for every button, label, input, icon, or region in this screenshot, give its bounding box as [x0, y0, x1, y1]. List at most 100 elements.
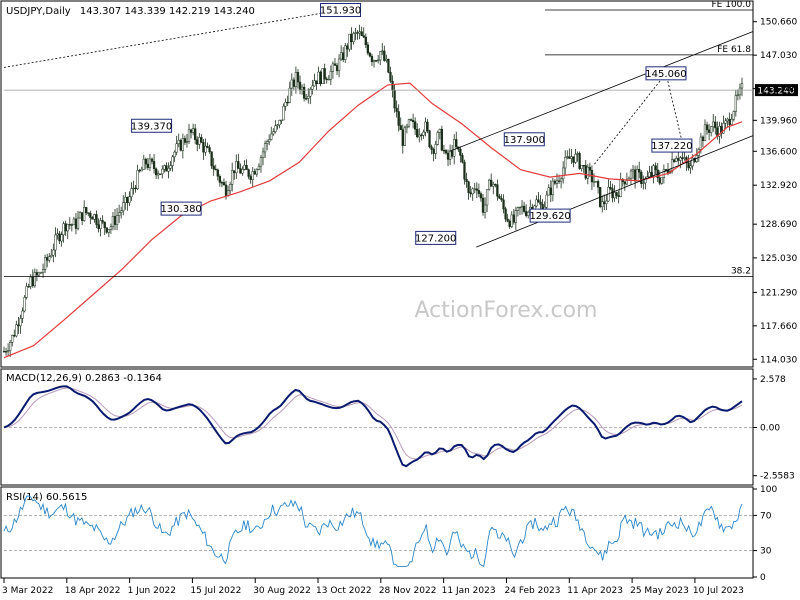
- candle-body: [247, 169, 250, 177]
- candle-body: [134, 187, 137, 190]
- candle-body: [25, 286, 28, 298]
- candle-body: [171, 156, 174, 166]
- candle-body: [636, 168, 639, 182]
- candle-body: [601, 201, 604, 207]
- candle-body: [677, 158, 680, 161]
- candle-body: [385, 58, 388, 61]
- candle-body: [629, 170, 633, 179]
- moving-average-line: [3, 82, 743, 359]
- candle-body: [33, 272, 36, 287]
- candle-body: [76, 217, 80, 229]
- candle-body: [120, 210, 123, 213]
- macd-line: [3, 385, 743, 468]
- macd-panel-frame: [0, 368, 754, 486]
- candle-body: [652, 165, 655, 176]
- candle-body: [535, 199, 538, 207]
- candle-body: [315, 80, 318, 85]
- candle-body: [302, 86, 306, 99]
- candle-body: [738, 87, 742, 96]
- candle-body: [325, 78, 328, 81]
- candle-body: [574, 153, 577, 163]
- candle-body: [83, 207, 86, 221]
- price-annotation-box: [651, 138, 693, 153]
- candle-body: [592, 181, 596, 183]
- candle-body: [111, 216, 115, 227]
- candle-body: [422, 131, 425, 136]
- candle-body: [426, 121, 429, 131]
- candle-body: [239, 168, 242, 174]
- candle-body: [492, 184, 495, 187]
- candle-body: [177, 140, 180, 145]
- candle-body: [609, 186, 612, 189]
- x-tick-label: 28 Nov 2022: [379, 586, 437, 596]
- price-annotation-box: [131, 118, 173, 133]
- candle-body: [208, 147, 211, 152]
- candle-body: [444, 150, 448, 154]
- candle-body: [496, 184, 499, 197]
- candle-body: [481, 197, 485, 213]
- candle-body: [58, 233, 61, 242]
- macd-label: MACD(12,26,9) 0.2863 -0.1364: [6, 373, 162, 384]
- candle-body: [551, 180, 555, 196]
- candle-body: [617, 195, 620, 197]
- candle-body: [714, 121, 717, 129]
- candle-body: [379, 51, 382, 61]
- candle-body: [537, 199, 540, 203]
- candle-body: [216, 169, 219, 177]
- candle-body: [307, 95, 310, 99]
- price-annotation-box: [320, 3, 362, 18]
- candle-body: [278, 119, 281, 126]
- candle-body: [296, 72, 300, 83]
- candle-body: [718, 125, 721, 137]
- projection-line: [665, 73, 684, 146]
- price-annotation-label: 145.060: [645, 69, 686, 80]
- candle-body: [255, 169, 259, 175]
- candle-body: [707, 129, 711, 133]
- candle-body: [356, 32, 359, 34]
- candle-body: [555, 180, 559, 184]
- candle-body: [366, 44, 370, 54]
- candle-body: [594, 181, 598, 183]
- candle-body: [411, 120, 415, 122]
- candle-body: [115, 215, 119, 225]
- candle-body: [327, 78, 330, 81]
- price-tick-label: 150.660: [760, 18, 797, 28]
- candle-body: [95, 214, 98, 225]
- long-term-trend-line: [3, 9, 341, 68]
- candle-body: [39, 272, 43, 274]
- candle-body: [146, 163, 150, 168]
- candle-body: [403, 127, 407, 146]
- channel-upper-line: [449, 31, 754, 152]
- candle-body: [253, 171, 256, 175]
- candle-body: [450, 150, 454, 157]
- candle-body: [179, 140, 182, 151]
- candle-body: [103, 221, 106, 229]
- candle-body: [335, 65, 339, 72]
- candle-body: [196, 139, 199, 145]
- candle-body: [19, 318, 22, 327]
- candle-body: [305, 98, 308, 100]
- candle-body: [263, 143, 267, 153]
- candle-body: [142, 158, 145, 170]
- candle-body: [74, 218, 78, 229]
- candle-body: [465, 179, 468, 182]
- price-tick-label: 121.290: [760, 288, 797, 298]
- candle-body: [522, 205, 526, 212]
- candle-body: [348, 33, 351, 50]
- candle-body: [150, 158, 154, 162]
- candle-body: [413, 121, 417, 130]
- rsi-series: [3, 495, 753, 568]
- x-tick-label: 25 May 2023: [630, 586, 689, 596]
- candle-body: [374, 60, 378, 62]
- candle-body: [80, 212, 84, 221]
- candle-body: [31, 276, 34, 287]
- candle-body: [337, 58, 341, 72]
- price-annotation-box: [645, 66, 687, 81]
- candle-body: [401, 129, 404, 146]
- candle-body: [640, 171, 643, 184]
- candle-body: [37, 272, 41, 276]
- candle-body: [504, 208, 507, 220]
- candle-body: [161, 168, 164, 175]
- price-axis-ticks: 150.660 147.030 143.400 139.960 136.600 132.9…: [753, 18, 797, 365]
- candle-body: [130, 188, 133, 197]
